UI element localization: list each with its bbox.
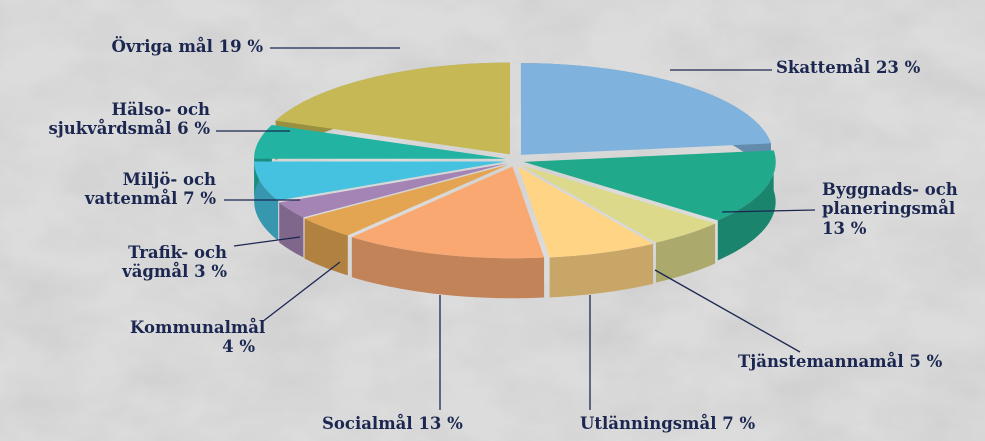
category-name: Miljö- och vattenmål [84, 170, 216, 209]
leader-line [233, 236, 301, 247]
slice-wall [254, 161, 279, 241]
slice-label: Hälso- och sjukvårdsmål 6 % [35, 100, 210, 139]
slice-label: Skattemål 23 % [776, 58, 920, 77]
category-name: Hälso- och sjukvårdsmål [48, 100, 210, 139]
slice [351, 166, 545, 259]
slice [279, 163, 508, 218]
slice-wall [304, 218, 348, 276]
leader-line [261, 261, 341, 323]
slice-wall [351, 237, 545, 299]
value-label: 7 % [722, 414, 756, 433]
slice-label: Utlänningsmål 7 % [580, 414, 755, 433]
slice-label: Miljö- och vattenmål 7 % [71, 170, 216, 209]
category-name: Kommunalmål [130, 318, 266, 337]
leader-line [654, 269, 801, 353]
slice-tops [254, 62, 776, 259]
value-label: 23 % [875, 58, 921, 77]
slice-wall [279, 202, 304, 258]
slice-wall [655, 223, 716, 283]
value-label: 13 % [822, 218, 867, 238]
slice-label: Socialmål 13 % [322, 414, 463, 433]
slice [518, 166, 654, 258]
slice-label: Trafik- och vägmål 3 % [102, 243, 227, 282]
value-label: 4 % [222, 337, 255, 357]
category-name: Byggnads- och planeringsmål [822, 180, 958, 219]
slice-wall [717, 150, 776, 261]
value-label: 6 % [177, 119, 210, 139]
slice [304, 164, 509, 236]
leader-lines [216, 47, 816, 410]
slice [520, 165, 716, 243]
slice-label: Övriga mål 19 % [112, 37, 263, 56]
slice-label: Tjänstemannamål 5 % [738, 352, 942, 371]
category-name: Utlänningsmål [580, 414, 717, 433]
slice-label: Byggnads- och planeringsmål 13 % [822, 180, 985, 238]
category-name: Skattemål [776, 58, 871, 77]
slice [523, 150, 776, 221]
slice [254, 124, 507, 159]
value-label: 3 % [194, 262, 227, 282]
slice [254, 161, 507, 201]
category-name: Tjänstemannamål [738, 352, 904, 371]
slice-wall [549, 243, 654, 298]
category-name: Övriga mål [111, 37, 213, 56]
leader-line [721, 209, 816, 213]
value-label: 13 % [418, 414, 463, 433]
slice-label: Kommunalmål 4 % [130, 318, 265, 357]
category-name: Trafik- och vägmål [122, 243, 227, 282]
value-label: 5 % [909, 352, 943, 371]
value-label: 7 % [183, 189, 216, 209]
slice [275, 62, 510, 155]
category-name: Socialmål [322, 414, 413, 433]
slice [520, 63, 771, 155]
value-label: 19 % [218, 37, 263, 56]
